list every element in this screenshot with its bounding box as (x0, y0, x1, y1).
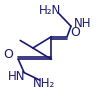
Text: NH: NH (74, 17, 91, 30)
Text: NH₂: NH₂ (32, 77, 55, 90)
Text: O: O (70, 26, 80, 39)
Text: H₂N: H₂N (39, 4, 62, 17)
Text: HN: HN (8, 70, 25, 83)
Text: O: O (4, 48, 13, 61)
